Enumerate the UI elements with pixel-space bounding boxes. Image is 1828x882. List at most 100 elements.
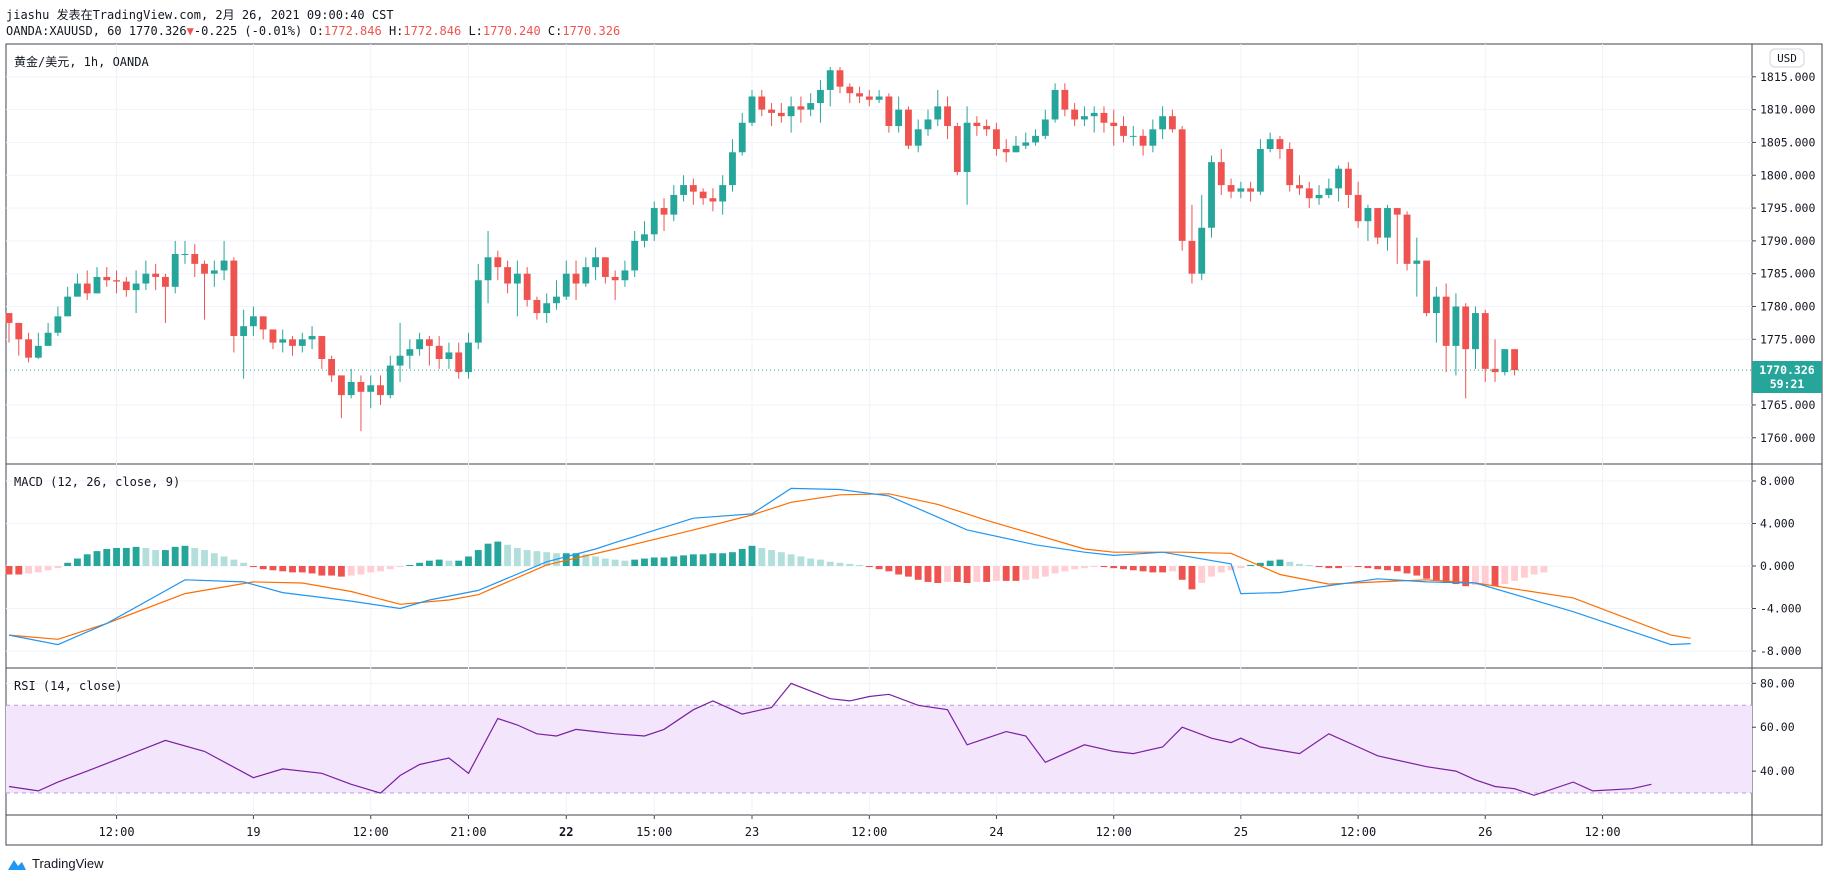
symbol-label: OANDA:XAUUSD, 60	[6, 24, 122, 38]
y-tick-label: 1765.000	[1760, 398, 1815, 412]
candle	[1120, 116, 1127, 143]
candle-body	[513, 273, 521, 284]
candle-body	[1041, 119, 1049, 136]
candle	[93, 267, 101, 294]
macd-histogram-bar	[611, 559, 619, 566]
candle-body	[1129, 135, 1137, 137]
macd-histogram-bar	[895, 566, 903, 575]
candle-body	[1286, 149, 1294, 186]
candle	[758, 89, 766, 117]
macd-histogram-bar	[1452, 566, 1460, 585]
macd-histogram-bar	[1159, 566, 1167, 573]
rsi-line	[8, 682, 1652, 796]
candle	[1413, 237, 1421, 297]
macd-histogram-bar	[1237, 566, 1245, 569]
candle	[122, 276, 130, 297]
candle	[201, 260, 208, 320]
candle	[347, 368, 355, 399]
candle	[298, 332, 306, 353]
candle-body	[298, 339, 306, 346]
macd-histogram-bar	[171, 546, 179, 566]
cloud-logo-icon	[8, 859, 26, 870]
candle-body	[914, 129, 922, 146]
candle-body	[1393, 208, 1401, 215]
candle-body	[777, 112, 785, 117]
candle	[308, 326, 316, 350]
candle-body	[1452, 306, 1460, 346]
candle-body	[240, 326, 248, 337]
macd-histogram-bar	[797, 556, 805, 566]
candle-body	[1491, 368, 1499, 373]
candle	[807, 93, 815, 117]
macd-histogram-bar	[64, 562, 72, 566]
candle	[1188, 204, 1196, 284]
x-tick-label: 12:00	[98, 825, 134, 839]
macd-histogram-bar	[650, 557, 658, 566]
macd-histogram-bar	[240, 562, 248, 566]
candle-body	[1110, 122, 1118, 127]
macd-histogram-bar	[25, 566, 32, 574]
candle-body	[1472, 313, 1479, 350]
candle-body	[826, 70, 834, 90]
candle-body	[249, 316, 257, 327]
x-tick-label: 24	[989, 825, 1003, 839]
tradingview-logo[interactable]: TradingView	[6, 856, 104, 871]
candle	[748, 89, 756, 127]
price-tag-value: 1770.326	[1759, 363, 1814, 377]
y-tick-label: 1815.000	[1760, 70, 1815, 84]
candle	[905, 106, 912, 149]
x-tick-label: 19	[246, 825, 260, 839]
candle-body	[386, 365, 394, 396]
macd-histogram-bar	[807, 558, 815, 566]
macd-histogram-bar	[680, 555, 687, 566]
macd-histogram-bar	[425, 560, 433, 566]
macd-histogram-bar	[787, 554, 795, 566]
macd-histogram-bar	[435, 559, 443, 566]
candle-body	[1022, 142, 1030, 146]
macd-histogram-bar	[1364, 566, 1372, 569]
macd-histogram-bar	[83, 554, 91, 566]
candle	[1256, 139, 1264, 195]
macd-histogram-bar	[220, 556, 228, 566]
candle	[689, 178, 697, 205]
candle-body	[220, 260, 228, 271]
x-tick-label: 26	[1478, 825, 1492, 839]
candle-body	[15, 322, 23, 340]
macd-histogram-bar	[1208, 566, 1215, 577]
x-tick-label: 25	[1234, 825, 1248, 839]
macd-histogram-bar	[269, 566, 277, 571]
candle-body	[347, 381, 355, 396]
low-value: 1770.240	[482, 24, 541, 38]
chart-canvas[interactable]: 1760.000 1765.000 1775.000 1780.000 1785.000…	[0, 0, 1828, 850]
candle	[1442, 283, 1450, 373]
macd-histogram-bar	[1384, 566, 1391, 571]
macd-histogram-bar	[230, 559, 238, 566]
last-price: 1770.326	[128, 24, 187, 38]
currency-badge[interactable]: USD	[1769, 48, 1805, 68]
change-value: -0.225 (-0.01%)	[193, 24, 303, 38]
candle	[15, 322, 23, 356]
candle-body	[738, 122, 746, 153]
candle	[191, 244, 199, 277]
candle-body	[201, 263, 208, 274]
candle	[54, 306, 62, 337]
macd-histogram-bar	[621, 560, 629, 566]
macd-histogram-bar	[357, 566, 365, 575]
candle	[1041, 109, 1049, 140]
macd-histogram-bar	[1491, 566, 1499, 587]
candle	[5, 313, 13, 343]
macd-histogram-bar	[856, 564, 863, 566]
macd-histogram-bar	[738, 549, 746, 566]
macd-histogram-bar	[719, 553, 727, 566]
candle-body	[611, 276, 619, 281]
candle-body	[318, 336, 326, 359]
macd-histogram-bar	[1520, 566, 1528, 578]
candle-body	[289, 339, 296, 346]
candle-body	[122, 281, 130, 291]
candle	[1354, 181, 1362, 228]
candle	[279, 329, 287, 353]
candle-body	[93, 276, 101, 294]
macd-histogram-bar	[1315, 566, 1323, 568]
candle-body	[435, 345, 443, 359]
macd-histogram-bar	[748, 545, 756, 566]
